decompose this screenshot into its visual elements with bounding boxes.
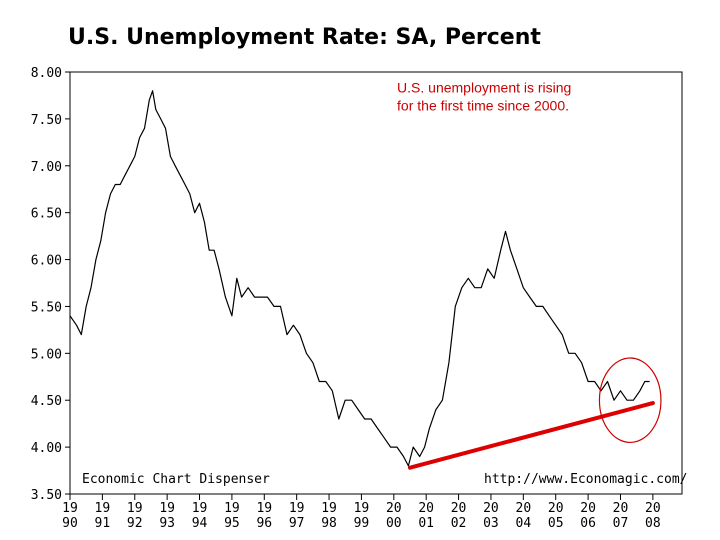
annotation-layer: U.S. unemployment is rising for the first… bbox=[397, 80, 571, 114]
x-tick-label-top: 20 bbox=[451, 501, 467, 516]
x-tick-label-bottom: 08 bbox=[645, 516, 661, 531]
x-tick-label-bottom: 98 bbox=[321, 516, 337, 531]
annotation-line: U.S. unemployment is rising bbox=[397, 80, 571, 96]
x-tick-label-bottom: 93 bbox=[159, 516, 175, 531]
y-tick-label: 4.00 bbox=[31, 441, 62, 456]
y-tick-label: 7.00 bbox=[31, 160, 62, 175]
x-tick-label-top: 19 bbox=[224, 501, 240, 516]
x-tick-label-top: 20 bbox=[580, 501, 596, 516]
series-line-unemployment bbox=[69, 90, 650, 467]
x-tick-label-top: 19 bbox=[354, 501, 370, 516]
x-tick-label-bottom: 07 bbox=[613, 516, 629, 531]
x-tick-label-bottom: 97 bbox=[289, 516, 305, 531]
x-tick-label-bottom: 96 bbox=[256, 516, 272, 531]
x-tick-label-top: 19 bbox=[289, 501, 305, 516]
x-tick-label-bottom: 90 bbox=[62, 516, 78, 531]
x-tick-label-top: 20 bbox=[418, 501, 434, 516]
x-tick-label-top: 19 bbox=[159, 501, 175, 516]
trend-line bbox=[408, 401, 655, 470]
plot-frame bbox=[69, 71, 683, 495]
series-layer bbox=[69, 90, 650, 467]
source-label-left: Economic Chart Dispenser bbox=[82, 472, 270, 487]
x-tick-label-bottom: 01 bbox=[418, 516, 434, 531]
x-tick-label-bottom: 99 bbox=[354, 516, 370, 531]
x-tick-label-bottom: 03 bbox=[483, 516, 499, 531]
y-tick-label: 3.50 bbox=[31, 488, 62, 503]
x-tick-label-bottom: 95 bbox=[224, 516, 240, 531]
x-tick-label-top: 19 bbox=[256, 501, 272, 516]
y-tick-label: 6.00 bbox=[31, 254, 62, 269]
y-tick-label: 5.50 bbox=[31, 300, 62, 315]
x-tick-label-bottom: 04 bbox=[516, 516, 532, 531]
x-tick-label-top: 20 bbox=[645, 501, 661, 516]
highlight-ellipse bbox=[598, 357, 662, 444]
x-tick-label-bottom: 92 bbox=[127, 516, 143, 531]
x-tick-label-top: 19 bbox=[192, 501, 208, 516]
source-label-right: http://www.Economagic.com/ bbox=[484, 472, 688, 487]
x-tick-label-top: 19 bbox=[95, 501, 111, 516]
y-tick-label: 5.00 bbox=[31, 347, 62, 362]
x-tick-label-top: 20 bbox=[548, 501, 564, 516]
x-tick-label-top: 20 bbox=[483, 501, 499, 516]
y-tick-label: 8.00 bbox=[31, 66, 62, 81]
x-tick-label-top: 20 bbox=[516, 501, 532, 516]
x-tick-label-top: 20 bbox=[613, 501, 629, 516]
x-tick-label-bottom: 91 bbox=[95, 516, 111, 531]
x-tick-label-top: 19 bbox=[127, 501, 143, 516]
overlay-layer bbox=[408, 357, 662, 470]
y-tick-label: 4.50 bbox=[31, 394, 62, 409]
x-tick-label-bottom: 02 bbox=[451, 516, 467, 531]
x-tick-label-bottom: 06 bbox=[580, 516, 596, 531]
x-tick-label-top: 19 bbox=[321, 501, 337, 516]
x-tick-label-bottom: 05 bbox=[548, 516, 564, 531]
y-axis: 8.00 7.50 7.00 6.50 6.00 5.50 5.00 4.50 4.00 3.50 bbox=[31, 66, 70, 503]
y-tick-label: 7.50 bbox=[31, 113, 62, 128]
x-tick-label-top: 19 bbox=[62, 501, 78, 516]
y-tick-label: 6.50 bbox=[31, 207, 62, 222]
x-tick-label-bottom: 94 bbox=[192, 516, 208, 531]
x-axis: 1990199119921993199419951996199719981999… bbox=[62, 494, 661, 531]
x-tick-label-top: 20 bbox=[386, 501, 402, 516]
annotation-line: for the first time since 2000. bbox=[397, 98, 569, 114]
chart-title: U.S. Unemployment Rate: SA, Percent bbox=[68, 25, 541, 50]
x-tick-label-bottom: 00 bbox=[386, 516, 402, 531]
